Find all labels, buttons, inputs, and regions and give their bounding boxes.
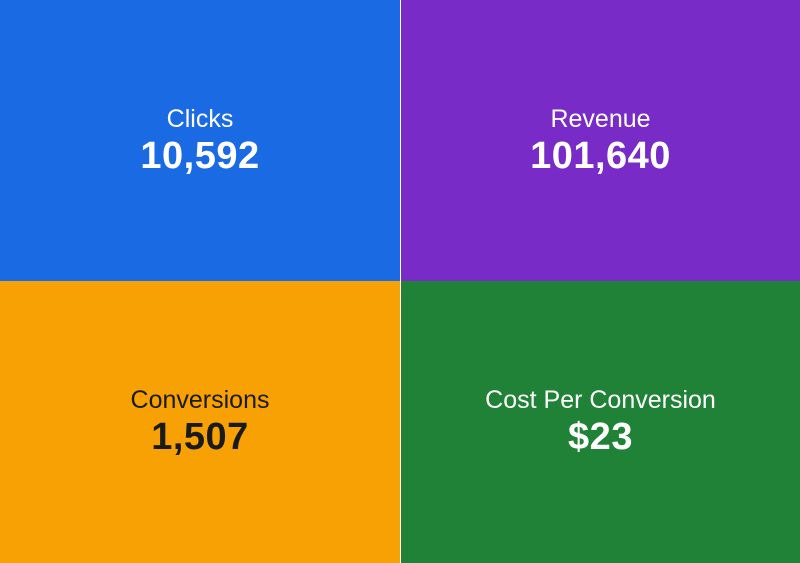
revenue-value: 101,640: [530, 134, 671, 177]
cost-per-conversion-label: Cost Per Conversion: [485, 386, 716, 414]
clicks-scorecard: Clicks 10,592: [0, 0, 400, 281]
clicks-label: Clicks: [166, 104, 234, 133]
cost-per-conversion-scorecard: Cost Per Conversion $23: [401, 281, 800, 563]
cost-per-conversion-value: $23: [568, 416, 633, 458]
conversions-label: Conversions: [130, 386, 270, 414]
conversions-value: 1,507: [151, 416, 249, 458]
revenue-scorecard: Revenue 101,640: [401, 0, 800, 281]
clicks-value: 10,592: [140, 134, 260, 177]
revenue-label: Revenue: [550, 104, 651, 133]
conversions-scorecard: Conversions 1,507: [0, 281, 400, 563]
